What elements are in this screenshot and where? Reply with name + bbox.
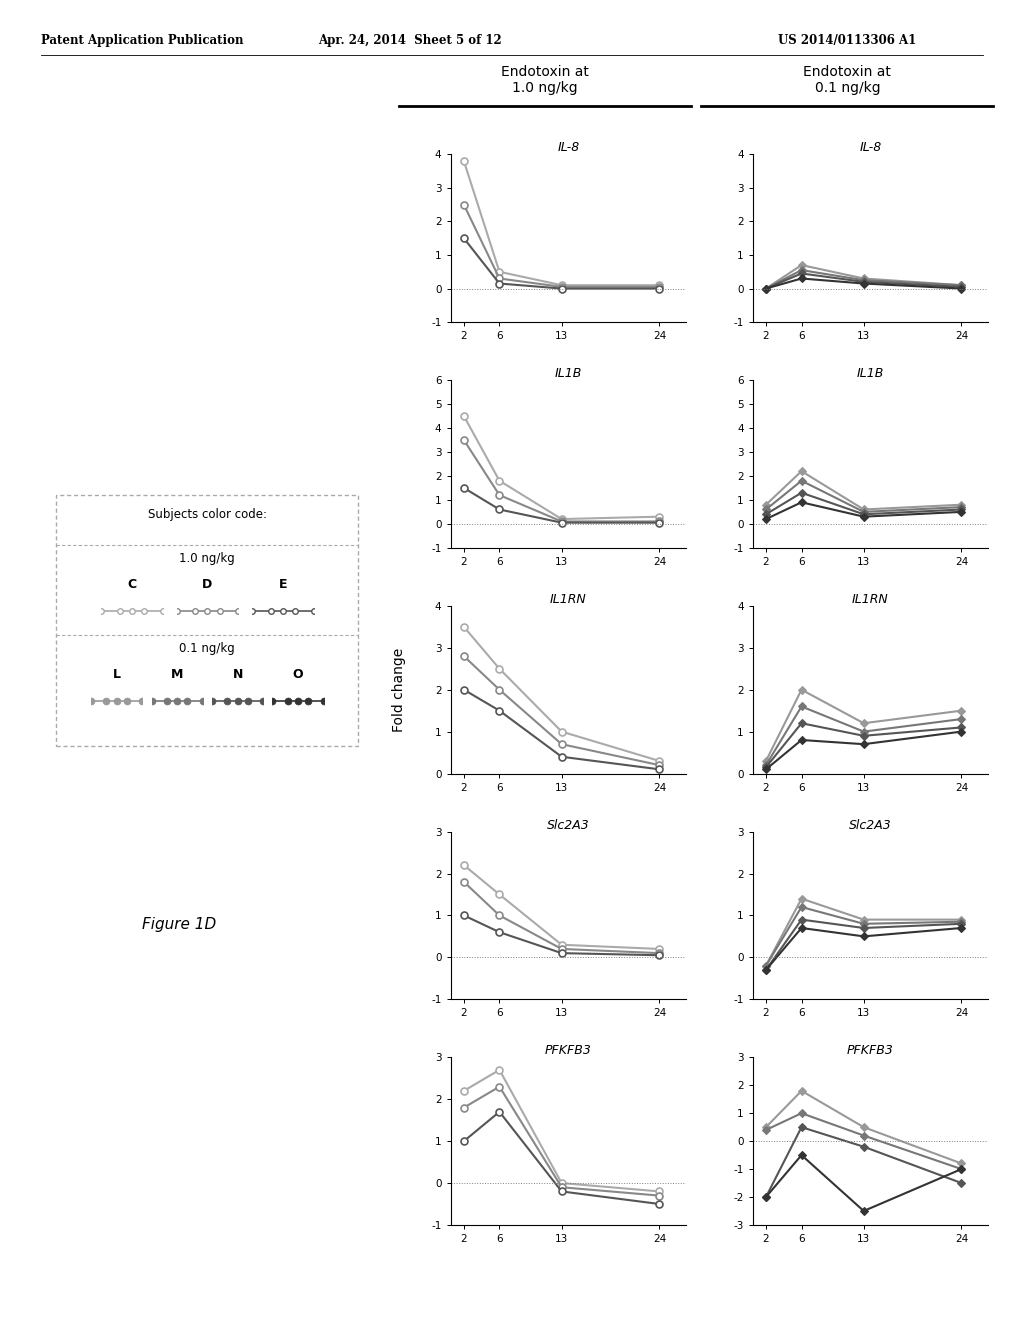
Text: 0.1 ng/kg: 0.1 ng/kg — [179, 642, 236, 655]
Text: N: N — [232, 668, 243, 681]
Text: O: O — [293, 668, 303, 681]
Title: IL1RN: IL1RN — [852, 593, 889, 606]
Text: L: L — [113, 668, 121, 681]
Title: PFKFB3: PFKFB3 — [545, 1044, 592, 1057]
Text: 1.0 ng/kg: 1.0 ng/kg — [179, 552, 236, 565]
Title: Slc2A3: Slc2A3 — [849, 818, 892, 832]
Text: Subjects color code:: Subjects color code: — [147, 508, 267, 521]
Text: M: M — [171, 668, 183, 681]
Text: Figure 1D: Figure 1D — [142, 917, 216, 932]
Text: Patent Application Publication: Patent Application Publication — [41, 34, 244, 48]
Text: Fold change: Fold change — [392, 648, 407, 731]
Text: Endotoxin at
0.1 ng/kg: Endotoxin at 0.1 ng/kg — [804, 65, 891, 95]
Text: Apr. 24, 2014  Sheet 5 of 12: Apr. 24, 2014 Sheet 5 of 12 — [317, 34, 502, 48]
Text: Endotoxin at
1.0 ng/kg: Endotoxin at 1.0 ng/kg — [502, 65, 589, 95]
Title: IL-8: IL-8 — [557, 141, 580, 154]
Text: E: E — [279, 578, 287, 591]
Title: PFKFB3: PFKFB3 — [847, 1044, 894, 1057]
Title: IL-8: IL-8 — [859, 141, 882, 154]
Text: US 2014/0113306 A1: US 2014/0113306 A1 — [778, 34, 916, 48]
Text: D: D — [202, 578, 213, 591]
Text: C: C — [127, 578, 136, 591]
Title: IL1RN: IL1RN — [550, 593, 587, 606]
Title: IL1B: IL1B — [555, 367, 582, 380]
Title: Slc2A3: Slc2A3 — [547, 818, 590, 832]
Title: IL1B: IL1B — [857, 367, 884, 380]
